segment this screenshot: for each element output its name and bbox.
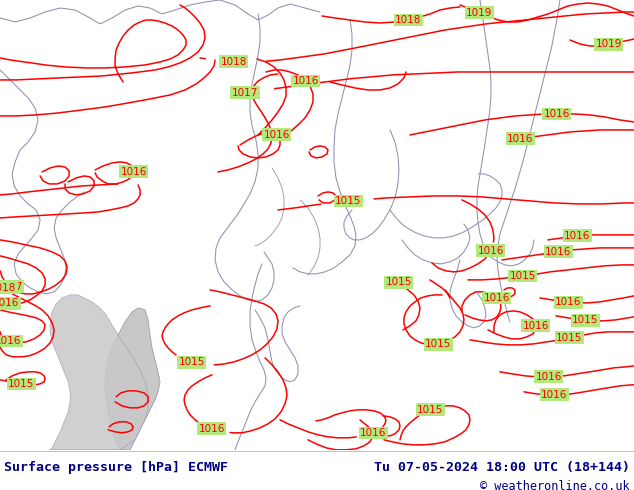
Text: 1015: 1015 [8,379,34,389]
Text: 1015: 1015 [179,357,205,368]
Text: 1016: 1016 [544,109,570,119]
Text: 1016: 1016 [198,424,225,434]
Text: 1016: 1016 [535,372,562,382]
Text: 1016: 1016 [484,293,510,303]
Text: 1016: 1016 [360,428,386,438]
Text: 1016: 1016 [120,167,147,177]
Polygon shape [50,295,148,450]
Text: 1017: 1017 [232,88,258,98]
Text: 1016: 1016 [292,76,319,86]
Text: 1016: 1016 [522,321,549,331]
Text: Surface pressure [hPa] ECMWF: Surface pressure [hPa] ECMWF [4,461,228,474]
Text: 1019: 1019 [595,39,622,49]
Text: 1015: 1015 [385,277,412,287]
Text: 1018: 1018 [395,15,422,25]
Text: 1016: 1016 [555,297,581,307]
Text: 1015: 1015 [556,333,582,343]
Text: 1015: 1015 [425,340,451,349]
Text: 1015: 1015 [572,316,598,325]
Text: 1016: 1016 [477,246,504,256]
Text: 1016: 1016 [541,390,567,400]
Text: 1016: 1016 [0,336,22,346]
Text: 1015: 1015 [417,405,444,415]
Text: 1015: 1015 [335,196,361,206]
Text: 1016: 1016 [564,231,591,241]
Polygon shape [105,308,160,450]
Text: 1016: 1016 [264,130,290,140]
Text: 1018: 1018 [0,283,16,293]
Text: 1015: 1015 [509,271,536,281]
Text: 1018: 1018 [221,57,247,67]
Text: 1016: 1016 [545,247,571,257]
Text: 1019: 1019 [466,7,493,18]
Text: Tu 07-05-2024 18:00 UTC (18+144): Tu 07-05-2024 18:00 UTC (18+144) [374,461,630,474]
Text: 1016: 1016 [507,134,533,144]
Text: 1016: 1016 [0,298,19,308]
Text: © weatheronline.co.uk: © weatheronline.co.uk [481,480,630,490]
Text: 1017: 1017 [0,282,23,292]
